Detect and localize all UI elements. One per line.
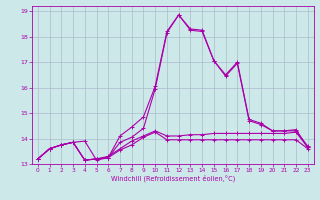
X-axis label: Windchill (Refroidissement éolien,°C): Windchill (Refroidissement éolien,°C) [111, 175, 235, 182]
